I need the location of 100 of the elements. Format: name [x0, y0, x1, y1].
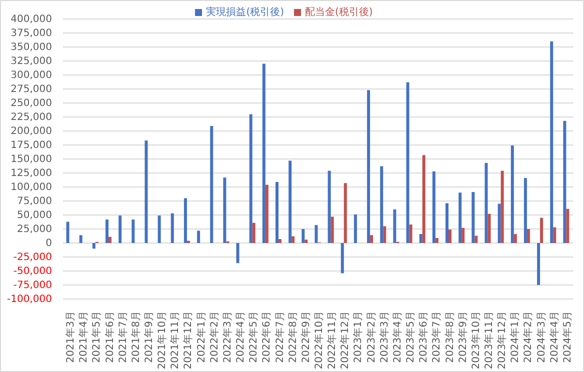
- bar: [406, 82, 410, 243]
- bar: [432, 171, 436, 243]
- x-tick-label: 2023年1月: [352, 311, 364, 363]
- bar: [92, 243, 96, 249]
- x-tick-label: 2022年4月: [234, 311, 247, 363]
- bar: [262, 64, 266, 243]
- y-tick-label: 175,000: [10, 140, 52, 151]
- x-tick-label: 2024年2月: [522, 311, 534, 363]
- x-tick-label: 2021年5月: [90, 311, 103, 363]
- bar: [132, 219, 135, 243]
- x-tick-label: 2021年8月: [130, 311, 142, 363]
- x-tick-label: 2023年5月: [404, 311, 417, 363]
- y-tick-label: 250,000: [10, 98, 52, 109]
- y-tick-label: 125,000: [10, 168, 52, 179]
- bar: [118, 216, 122, 243]
- bar: [419, 234, 422, 243]
- y-tick-label: 0: [46, 238, 52, 249]
- x-tick-label: 2022年5月: [248, 311, 260, 363]
- bar: [330, 216, 334, 243]
- bar: [367, 90, 370, 243]
- bar: [370, 235, 374, 243]
- y-tick-label: 275,000: [10, 84, 52, 95]
- x-tick-label: 2024年4月: [548, 311, 560, 363]
- x-tick-label: 2022年3月: [221, 311, 234, 363]
- bar: [383, 226, 386, 243]
- x-tick-label: 2021年4月: [78, 311, 90, 363]
- bar: [462, 228, 465, 243]
- x-tick-label: 2022年11月: [326, 311, 338, 370]
- x-tick-label: 2021年9月: [143, 311, 155, 363]
- bar: [526, 229, 530, 243]
- x-tick-label: 2023年11月: [483, 311, 495, 370]
- y-tick-label: 400,000: [10, 14, 52, 25]
- legend-label: 配当金(税引後): [305, 7, 373, 18]
- x-tick-label: 2022年9月: [300, 311, 312, 363]
- bar: [184, 198, 187, 243]
- x-tick-label: 2022年7月: [274, 311, 286, 363]
- bar: [210, 126, 214, 243]
- bar: [553, 227, 556, 243]
- bar: [265, 184, 268, 243]
- bar: [276, 182, 278, 243]
- y-tick-label: -25,000: [13, 252, 52, 263]
- x-tick-label: 2022年12月: [339, 311, 352, 370]
- bar: [380, 166, 384, 243]
- y-tick-label: 325,000: [10, 56, 52, 67]
- x-tick-label: 2022年1月: [195, 311, 208, 363]
- bar: [498, 204, 501, 243]
- x-tick-label: 2022年6月: [260, 311, 273, 363]
- x-tick-label: 2021年10月: [156, 311, 168, 370]
- y-tick-label: 225,000: [10, 112, 52, 123]
- y-tick-label: 150,000: [10, 154, 52, 165]
- bar: [514, 234, 517, 243]
- bar: [435, 238, 438, 243]
- bar: [106, 219, 108, 243]
- bar: [236, 243, 240, 264]
- y-tick-label: 300,000: [10, 70, 52, 81]
- y-tick-label: 100,000: [10, 182, 52, 193]
- bar: [158, 216, 161, 243]
- bar: [79, 235, 82, 243]
- x-tick-label: 2024年3月: [535, 311, 548, 363]
- x-tick-label: 2024年5月: [561, 311, 574, 363]
- x-tick-label: 2024年1月: [509, 311, 522, 363]
- bar: [550, 41, 554, 243]
- bar: [170, 213, 174, 243]
- x-tick-label: 2021年3月: [64, 311, 77, 363]
- bar: [474, 236, 478, 243]
- bar: [66, 222, 70, 243]
- bar: [108, 236, 112, 243]
- x-tick-label: 2021年11月: [169, 311, 182, 370]
- bar: [288, 160, 292, 243]
- bar: [344, 183, 347, 243]
- bar: [393, 209, 396, 243]
- x-tick-label: 2023年9月: [456, 311, 469, 363]
- bar: [314, 225, 318, 243]
- x-tick-label: 2023年4月: [391, 311, 404, 363]
- bar: [223, 177, 226, 243]
- bar: [144, 140, 148, 243]
- bar: [252, 222, 256, 243]
- bar: [304, 240, 308, 243]
- bar: [354, 214, 357, 243]
- y-tick-label: 375,000: [10, 28, 52, 39]
- x-tick-label: 2022年10月: [313, 311, 325, 370]
- y-tick-label: 75,000: [17, 196, 52, 207]
- x-tick-label: 2023年3月: [378, 311, 390, 363]
- x-tick-label: 2022年2月: [208, 311, 220, 363]
- bar: [510, 146, 514, 243]
- x-tick-label: 2023年12月: [496, 311, 508, 370]
- x-tick-label: 2021年6月: [104, 311, 116, 363]
- bar: [340, 243, 344, 274]
- x-tick-label: 2021年12月: [182, 311, 194, 370]
- bar: [458, 192, 462, 243]
- bar: [249, 114, 252, 243]
- bar: [446, 203, 448, 243]
- bar: [563, 120, 566, 243]
- bar: [448, 230, 452, 243]
- x-tick-label: 2023年10月: [470, 311, 482, 370]
- bar: [472, 192, 475, 243]
- y-tick-label: -75,000: [13, 280, 52, 291]
- y-tick-label: 200,000: [10, 126, 52, 137]
- bar: [302, 229, 305, 243]
- bar: [197, 230, 200, 243]
